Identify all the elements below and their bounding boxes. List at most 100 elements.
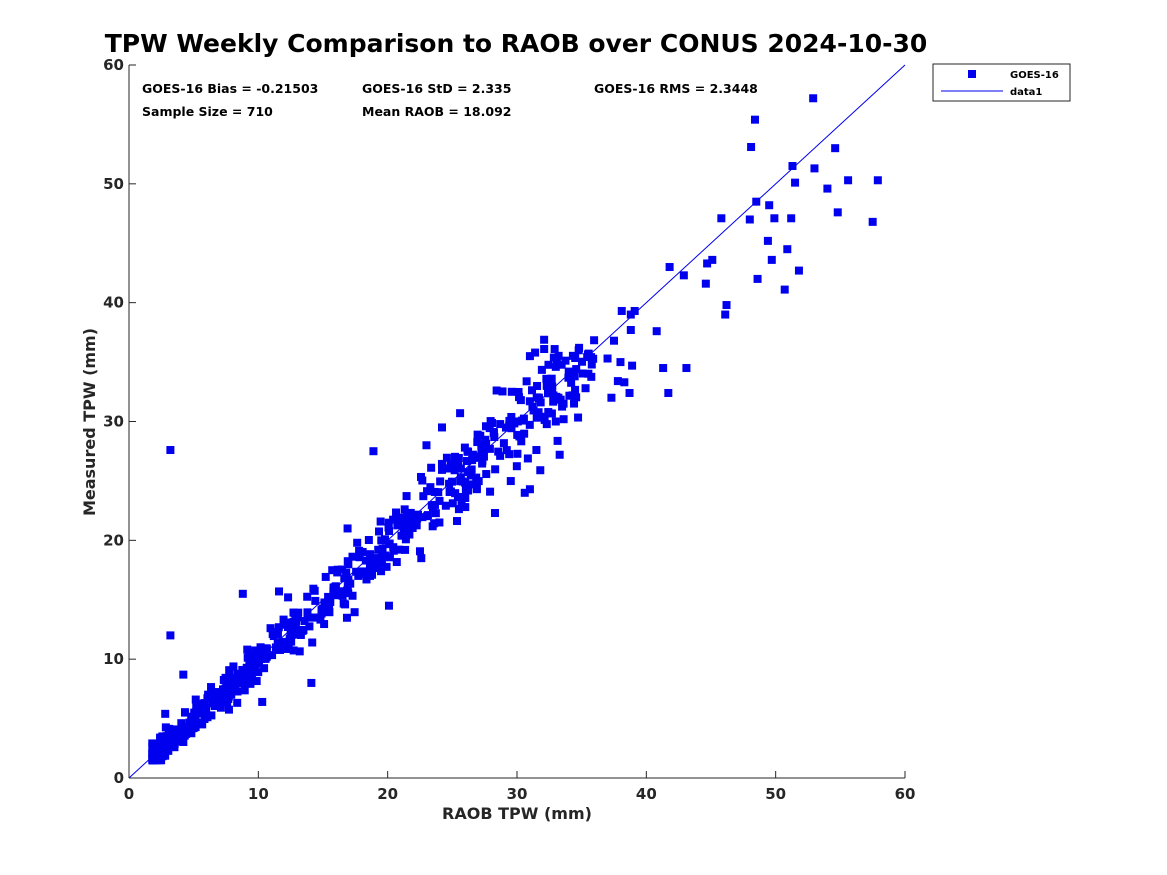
data-point	[225, 666, 234, 675]
data-point	[422, 441, 431, 450]
data-point	[325, 608, 334, 617]
data-point	[482, 439, 491, 448]
data-point	[385, 527, 394, 536]
data-point	[400, 505, 409, 514]
data-point	[551, 362, 560, 371]
data-point	[559, 415, 568, 424]
data-point	[155, 756, 164, 765]
data-point	[620, 378, 629, 387]
data-point	[279, 615, 288, 624]
data-point	[385, 553, 394, 562]
data-point	[542, 374, 551, 383]
data-point	[682, 364, 691, 373]
data-point	[454, 460, 463, 469]
data-point	[540, 415, 549, 424]
data-point	[260, 652, 269, 661]
data-point	[441, 501, 450, 510]
data-point	[161, 751, 170, 760]
data-point	[518, 416, 527, 425]
data-point	[557, 360, 566, 369]
data-point	[522, 377, 531, 386]
data-point	[166, 446, 175, 455]
data-point	[791, 178, 800, 187]
legend-label-data1: data1	[1010, 87, 1042, 98]
data-point	[191, 723, 200, 732]
data-point	[831, 144, 840, 153]
data-point	[187, 712, 196, 721]
stat-std: GOES-16 StD = 2.335	[362, 81, 511, 96]
data-point	[540, 335, 549, 344]
data-point	[361, 556, 370, 565]
data-point	[523, 454, 532, 463]
data-point	[156, 733, 165, 742]
data-point	[175, 734, 184, 743]
data-point	[745, 215, 754, 224]
data-point	[393, 521, 402, 530]
data-point	[293, 628, 302, 637]
data-point	[461, 503, 470, 512]
data-point	[169, 725, 178, 734]
data-point	[430, 487, 439, 496]
data-point	[382, 562, 391, 571]
data-point	[722, 301, 731, 310]
data-point	[679, 271, 688, 280]
data-point	[652, 327, 661, 336]
data-point	[430, 519, 439, 528]
y-tick-label: 10	[103, 650, 124, 668]
data-point	[166, 631, 175, 640]
data-point	[581, 384, 590, 393]
legend: GOES-16 data1	[932, 63, 1071, 102]
data-point	[222, 682, 231, 691]
data-point	[375, 527, 384, 536]
data-point	[310, 586, 319, 595]
data-point	[273, 639, 282, 648]
data-point	[547, 409, 556, 418]
data-point	[578, 357, 587, 366]
y-tick-label: 20	[103, 531, 124, 549]
data-point	[237, 672, 246, 681]
data-point	[392, 558, 401, 567]
data-point	[448, 499, 457, 508]
data-point	[473, 430, 482, 439]
data-point	[246, 667, 255, 676]
data-point	[752, 197, 761, 206]
data-point	[466, 471, 475, 480]
x-tick-label: 0	[124, 785, 134, 803]
data-point	[747, 142, 756, 151]
data-point	[536, 398, 545, 407]
data-point	[453, 517, 462, 526]
data-point	[251, 656, 260, 665]
data-point	[274, 623, 283, 632]
data-point	[549, 391, 558, 400]
data-point	[456, 409, 465, 418]
data-point	[458, 477, 467, 486]
data-point	[148, 750, 157, 759]
data-point	[290, 622, 299, 631]
data-point	[554, 393, 563, 402]
data-point	[268, 630, 277, 639]
data-point	[227, 683, 236, 692]
data-point	[419, 492, 428, 501]
data-point	[512, 462, 521, 471]
data-point	[232, 675, 241, 684]
data-point	[507, 412, 516, 421]
data-point	[450, 466, 459, 475]
data-point	[177, 729, 186, 738]
data-point	[169, 730, 178, 739]
data-point	[195, 708, 204, 717]
data-point	[340, 574, 349, 583]
data-point	[810, 164, 819, 173]
data-point	[305, 622, 314, 631]
data-point	[496, 420, 505, 429]
data-point	[374, 555, 383, 564]
stat-bias: GOES-16 Bias = -0.21503	[142, 81, 318, 96]
data-point	[346, 579, 355, 588]
data-point	[665, 263, 674, 272]
y-tick-label: 60	[103, 56, 124, 74]
data-point	[303, 592, 312, 601]
data-point	[384, 540, 393, 549]
data-point	[534, 408, 543, 417]
data-point	[401, 521, 410, 530]
data-point	[217, 690, 226, 699]
data-point	[342, 588, 351, 597]
